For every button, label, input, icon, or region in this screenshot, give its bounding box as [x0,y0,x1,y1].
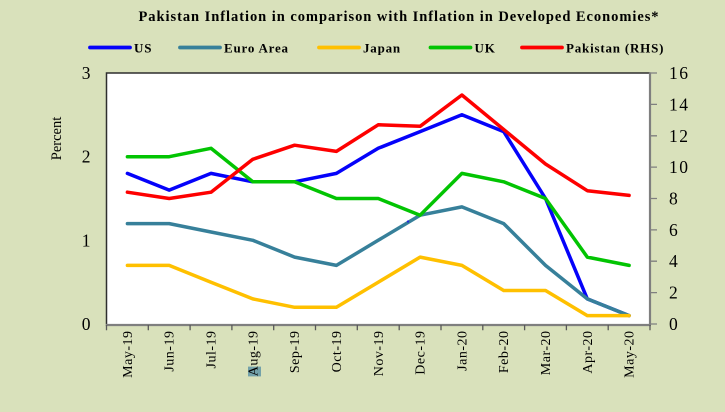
svg-text:Euro Area: Euro Area [224,41,289,56]
svg-text:4: 4 [669,251,679,271]
svg-text:6: 6 [669,220,679,240]
svg-text:Sep-19: Sep-19 [288,331,303,374]
svg-text:May-20: May-20 [623,331,638,378]
svg-text:2: 2 [82,147,91,167]
svg-text:Mar-20: Mar-20 [539,331,554,376]
svg-text:Percent: Percent [49,117,65,160]
svg-text:Oct-19: Oct-19 [330,331,345,373]
svg-text:0: 0 [669,314,679,334]
svg-text:Pakistan (RHS): Pakistan (RHS) [566,41,664,56]
svg-text:1: 1 [82,230,91,250]
svg-text:14: 14 [669,94,690,114]
svg-text:UK: UK [475,41,496,56]
svg-text:Nov-19: Nov-19 [372,331,387,377]
svg-text:US: US [134,41,152,56]
svg-text:Japan: Japan [363,41,401,56]
svg-text:0: 0 [82,314,91,334]
svg-text:Pakistan Inflation in comparis: Pakistan Inflation in comparison with In… [138,9,659,25]
svg-text:Jul-19: Jul-19 [205,331,220,369]
svg-text:10: 10 [669,157,690,177]
svg-text:Jun-19: Jun-19 [163,331,178,372]
svg-text:3: 3 [82,63,91,83]
svg-text:Apr-20: Apr-20 [581,331,596,374]
svg-text:12: 12 [669,126,690,146]
svg-text:May-19: May-19 [121,331,136,378]
svg-text:Jan-20: Jan-20 [455,331,470,371]
svg-text:Dec-19: Dec-19 [414,331,429,375]
svg-text:Aug-19: Aug-19 [246,331,261,377]
svg-text:16: 16 [669,63,690,83]
svg-text:Feb-20: Feb-20 [497,331,512,374]
svg-text:8: 8 [669,189,679,209]
svg-text:2: 2 [669,283,679,303]
